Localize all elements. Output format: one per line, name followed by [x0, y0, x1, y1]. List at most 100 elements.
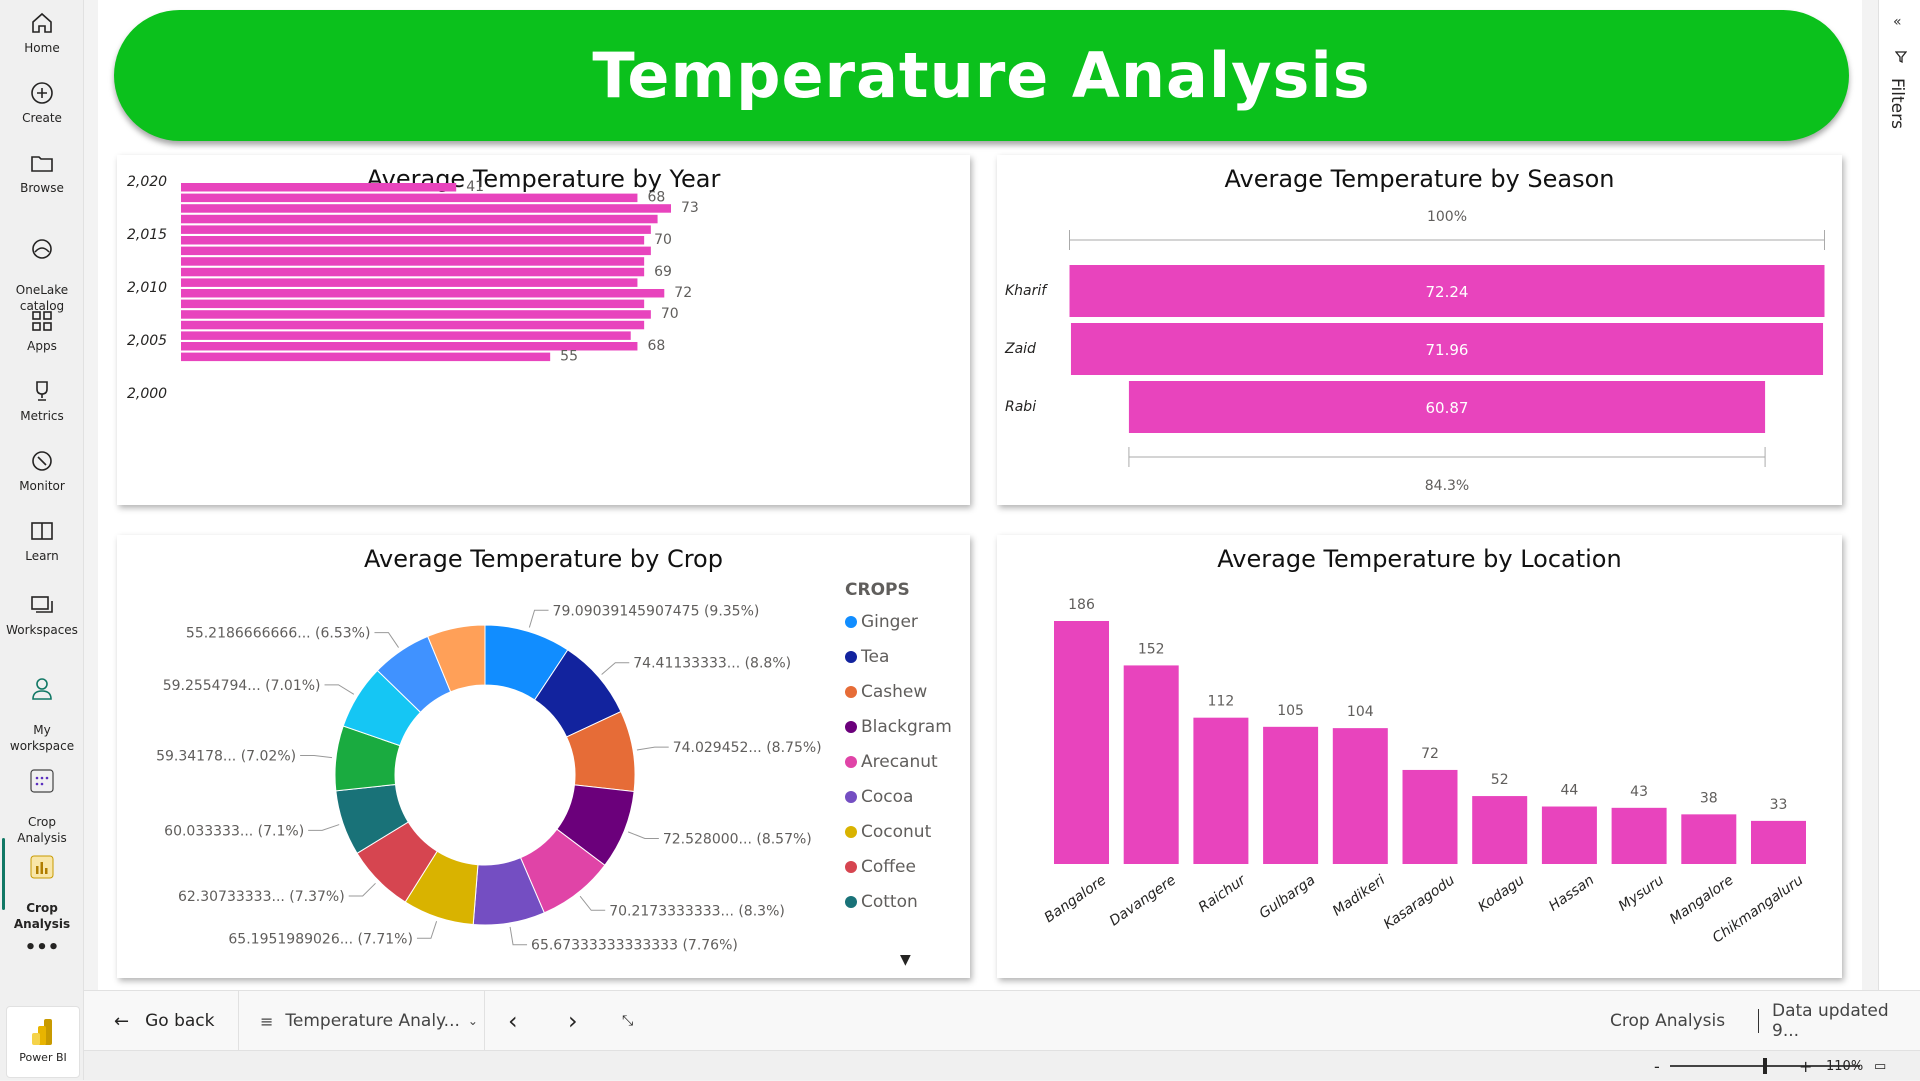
collapse-filters-icon[interactable]: «: [1893, 14, 1902, 30]
nav-workspaces[interactable]: Workspaces: [0, 592, 84, 638]
nav-apps[interactable]: Apps: [0, 308, 84, 354]
nav-learn[interactable]: Learn: [0, 518, 84, 564]
year-axis-tick: 2,010: [127, 280, 167, 296]
zoom-slider-thumb[interactable]: [1763, 1058, 1767, 1074]
season-category-label: Kharif: [1005, 283, 1048, 299]
arrow-left-icon: ←: [114, 1010, 130, 1032]
nav-more-button[interactable]: •••: [24, 937, 60, 958]
zoom-in-button[interactable]: +: [1799, 1056, 1813, 1076]
legend-swatch: [845, 825, 857, 838]
page-list-icon: ≡: [260, 1011, 274, 1031]
power-bi-home-button[interactable]: Power BI: [6, 1006, 80, 1078]
previous-page-button[interactable]: ‹: [508, 1007, 518, 1035]
location-bar: [1193, 717, 1249, 864]
crop-slice-label: 70.2173333333... (8.3%): [609, 903, 785, 919]
crop-legend-item[interactable]: Coffee: [845, 849, 952, 884]
crop-legend-item[interactable]: Blackgram: [845, 709, 952, 744]
nav-onelake[interactable]: OneLake catalog: [0, 220, 84, 314]
year-bar-label: 72: [674, 285, 692, 301]
season-category-label: Rabi: [1005, 399, 1036, 415]
apps-icon: [32, 311, 52, 331]
nav-metrics[interactable]: Metrics: [0, 378, 84, 424]
season-bar-label: 72.24: [1426, 283, 1469, 301]
crop-legend-item[interactable]: Cocoa: [845, 779, 952, 814]
fit-to-page-icon[interactable]: ⤡: [622, 1013, 634, 1029]
nav-learn-label: Learn: [25, 549, 59, 563]
legend-swatch: [845, 615, 857, 628]
crop-legend-item[interactable]: Ginger: [845, 604, 952, 639]
nav-workspaces-label: Workspaces: [6, 623, 78, 637]
location-bar-label: 186: [1068, 597, 1095, 613]
crop-leader-line: [579, 895, 606, 911]
nav-crop-analysis-report[interactable]: Crop Analysis: [0, 838, 84, 932]
location-axis-label: Davangere: [1107, 872, 1179, 929]
legend-swatch: [845, 685, 857, 698]
crop-legend-item[interactable]: Cashew: [845, 674, 952, 709]
nav-metrics-label: Metrics: [20, 409, 64, 423]
crop-legend-item[interactable]: Cotton: [845, 884, 952, 919]
legend-label: Arecanut: [861, 751, 938, 772]
chart-location-card[interactable]: Average Temperature by Location 186 Banga…: [997, 535, 1842, 978]
status-bar: - + 110% ▭: [84, 1050, 1920, 1080]
location-bar: [1332, 728, 1388, 864]
nav-browse-label: Browse: [20, 181, 64, 195]
crop-legend-item[interactable]: Tea: [845, 639, 952, 674]
book-icon: [31, 522, 53, 540]
location-axis-label: Madikeri: [1330, 872, 1388, 919]
nav-crop-analysis-workspace[interactable]: Crop Analysis: [0, 752, 84, 846]
nav-create[interactable]: Create: [0, 80, 84, 126]
chart-season-card[interactable]: Average Temperature by Season 100% Kharif…: [997, 155, 1842, 505]
fit-screen-icon[interactable]: ▭: [1874, 1058, 1887, 1074]
location-bar: [1054, 621, 1109, 864]
location-bar-label: 152: [1138, 641, 1165, 657]
nav-onelake-label: OneLake catalog: [15, 283, 69, 313]
location-bar-label: 33: [1770, 797, 1788, 813]
nav-monitor[interactable]: Monitor: [0, 448, 84, 494]
nav-browse[interactable]: Browse: [0, 150, 84, 196]
crop-legend-item[interactable]: Coconut: [845, 814, 952, 849]
location-bar: [1472, 796, 1528, 864]
year-bar-label: 68: [647, 190, 665, 206]
season-bar-label: 60.87: [1426, 399, 1469, 417]
folder-icon: [31, 156, 53, 172]
chart-location-svg: 186 Bangalore 152 Davangere 112 Raichur 105 Gul…: [1042, 597, 1807, 946]
chart-season-svg: 100% Kharif 72.24 Zaid 71.96 Rabi 60.87 84.3%: [1004, 209, 1825, 494]
location-bar: [1123, 665, 1179, 864]
location-bar-label: 43: [1630, 784, 1648, 800]
crop-slice-label: 59.34178... (7.02%): [156, 749, 296, 765]
location-bar-label: 52: [1491, 772, 1509, 788]
zoom-level: 110%: [1826, 1058, 1864, 1074]
crop-legend-title: CROPS: [845, 580, 910, 600]
year-bar: [181, 236, 645, 245]
zoom-out-button[interactable]: -: [1654, 1056, 1660, 1076]
filters-pane[interactable]: « Filters: [1878, 0, 1920, 990]
filters-label[interactable]: Filters: [1887, 78, 1907, 129]
chart-year-card[interactable]: Average Temperature by Year 2,020 2,015 2,…: [117, 155, 970, 505]
year-bar: [181, 299, 645, 309]
crop-legend-item[interactable]: Arecanut: [845, 744, 952, 779]
location-axis-label: Mysuru: [1616, 872, 1667, 915]
page-selector-dropdown[interactable]: ≡ Temperature Analy... ⌄: [260, 991, 478, 1051]
nav-my-workspace[interactable]: My workspace: [0, 660, 84, 754]
year-bar: [181, 331, 631, 340]
year-bar: [181, 246, 651, 256]
next-page-button[interactable]: ›: [568, 1007, 578, 1035]
crop-leader-line: [601, 662, 630, 675]
crop-leader-line: [627, 831, 659, 839]
go-back-button[interactable]: ← Go back: [114, 991, 214, 1051]
legend-swatch: [845, 790, 857, 803]
legend-more-arrow-icon[interactable]: ▼: [900, 952, 911, 968]
chart-crop-card[interactable]: Average Temperature by Crop 79.090391459…: [117, 535, 970, 978]
legend-swatch: [845, 650, 857, 663]
legend-label: Cotton: [861, 891, 918, 912]
power-bi-label: Power BI: [19, 1051, 67, 1064]
monitor-icon: [32, 451, 52, 471]
data-updated-status[interactable]: Data updated 9...: [1772, 1001, 1889, 1041]
crop-leader-line: [636, 746, 669, 751]
location-bar-label: 104: [1347, 704, 1374, 720]
zoom-slider[interactable]: [1670, 1051, 1860, 1081]
legend-label: Cashew: [861, 681, 928, 702]
home-icon: [32, 12, 52, 33]
nav-home[interactable]: Home: [0, 10, 84, 56]
